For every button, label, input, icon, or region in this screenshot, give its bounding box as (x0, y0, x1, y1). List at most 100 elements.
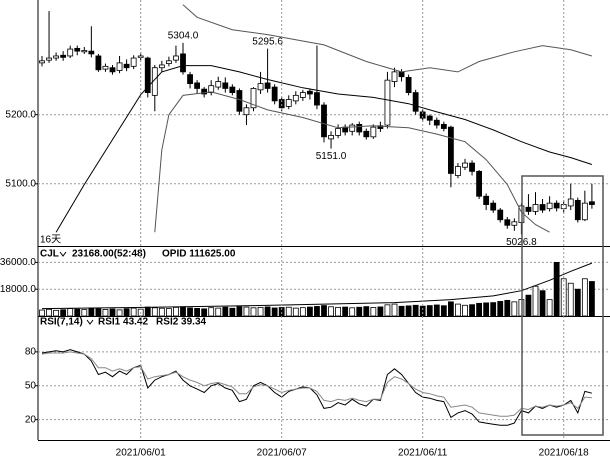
volume-bar (525, 294, 532, 317)
volume-bar (483, 302, 490, 317)
volume-bar (447, 301, 454, 317)
indicator-line (154, 91, 550, 233)
candle-body (74, 47, 81, 52)
candle-body (321, 104, 327, 138)
candle-body (271, 86, 278, 102)
y-tick-label: 50 (25, 380, 37, 391)
volume-bar (567, 282, 574, 317)
candle-body (553, 202, 560, 209)
indicator-readout: OPID 111625.00 (162, 249, 236, 260)
candle-body (469, 162, 475, 172)
price-annotation: 5304.0 (168, 30, 199, 41)
volume-bar (419, 305, 426, 317)
candle-body (412, 92, 419, 112)
candle-body (405, 76, 412, 93)
dropdown-icon[interactable] (59, 251, 67, 257)
volume-bar (384, 304, 391, 317)
x-tick-label: 2021/06/11 (398, 448, 448, 459)
legend-entry: RSI1 43.42 (98, 317, 148, 328)
volume-bar (356, 306, 363, 317)
volume-bar (285, 306, 292, 317)
candle-body (292, 94, 299, 102)
volume-bar (236, 306, 243, 317)
volume-bar (109, 308, 116, 317)
rsi-line (41, 351, 592, 417)
indicator-line (55, 65, 593, 233)
volume-bar (511, 301, 518, 317)
candle-body (158, 64, 165, 69)
candle-body (504, 219, 511, 226)
volume-bar (546, 299, 553, 317)
volume-bar (581, 278, 588, 317)
volume-bar (469, 304, 475, 317)
candle-body (356, 123, 363, 133)
volume-bar (440, 305, 447, 317)
volume-bar (532, 285, 539, 317)
candle-body (243, 107, 250, 116)
volume-bar (130, 307, 137, 317)
volume-bar (39, 309, 45, 317)
volume-bar (95, 308, 102, 317)
candle-body (187, 74, 193, 85)
candle-body (144, 57, 151, 93)
candle-body (567, 198, 574, 207)
candle-body (123, 63, 130, 69)
volume-bar (229, 307, 236, 317)
candle-body (483, 195, 490, 205)
candle-body (109, 67, 116, 73)
volume-bar (455, 303, 461, 317)
candle-body (532, 204, 539, 212)
x-tick-label: 2021/06/01 (116, 448, 166, 459)
volume-bar (250, 307, 257, 317)
candle-body (398, 71, 405, 78)
volume-bar (391, 303, 398, 317)
candle-body (236, 90, 243, 112)
volume-bar (173, 306, 179, 317)
candle-body (462, 162, 468, 168)
volume-bar (504, 299, 511, 317)
y-tick-label: 18000.0 (0, 284, 36, 295)
candle-body (589, 201, 595, 205)
candle-body (581, 202, 588, 221)
candle-body (391, 71, 398, 82)
candle-body (285, 99, 292, 107)
volume-bar (243, 306, 250, 317)
volume-bar (426, 305, 433, 317)
volume-bar (264, 306, 271, 317)
indicator-line (182, 4, 593, 73)
price-annotation: 5295.6 (252, 36, 283, 47)
volume-bar (116, 309, 123, 317)
volume-bar (53, 309, 59, 317)
volume-bar (405, 305, 412, 317)
candle-body (88, 50, 95, 55)
volume-bar (335, 306, 342, 317)
volume-bar (201, 308, 208, 317)
candle-body (335, 128, 342, 136)
candle-body (370, 126, 377, 138)
volume-bar (398, 305, 405, 317)
volume-bar (151, 307, 158, 317)
volume-bar (46, 308, 52, 317)
candle-body (306, 90, 313, 95)
volume-bar (74, 308, 81, 317)
candle-body (384, 79, 391, 126)
candle-body (102, 65, 109, 70)
candle-body (455, 166, 461, 176)
volume-bar (81, 309, 88, 317)
volume-bar (497, 301, 504, 317)
volume-bar (433, 304, 440, 317)
volume-bar (292, 307, 299, 317)
volume-bar (165, 308, 172, 317)
volume-bar (539, 290, 546, 317)
candle-body (67, 48, 74, 57)
volume-bar (306, 306, 313, 317)
volume-bar (180, 306, 186, 317)
dropdown-icon[interactable] (86, 319, 94, 325)
volume-bar (158, 307, 165, 317)
candle-body (257, 83, 264, 91)
y-tick-label: 20 (25, 414, 37, 425)
candle-body (229, 86, 236, 93)
volume-bar (342, 306, 349, 317)
